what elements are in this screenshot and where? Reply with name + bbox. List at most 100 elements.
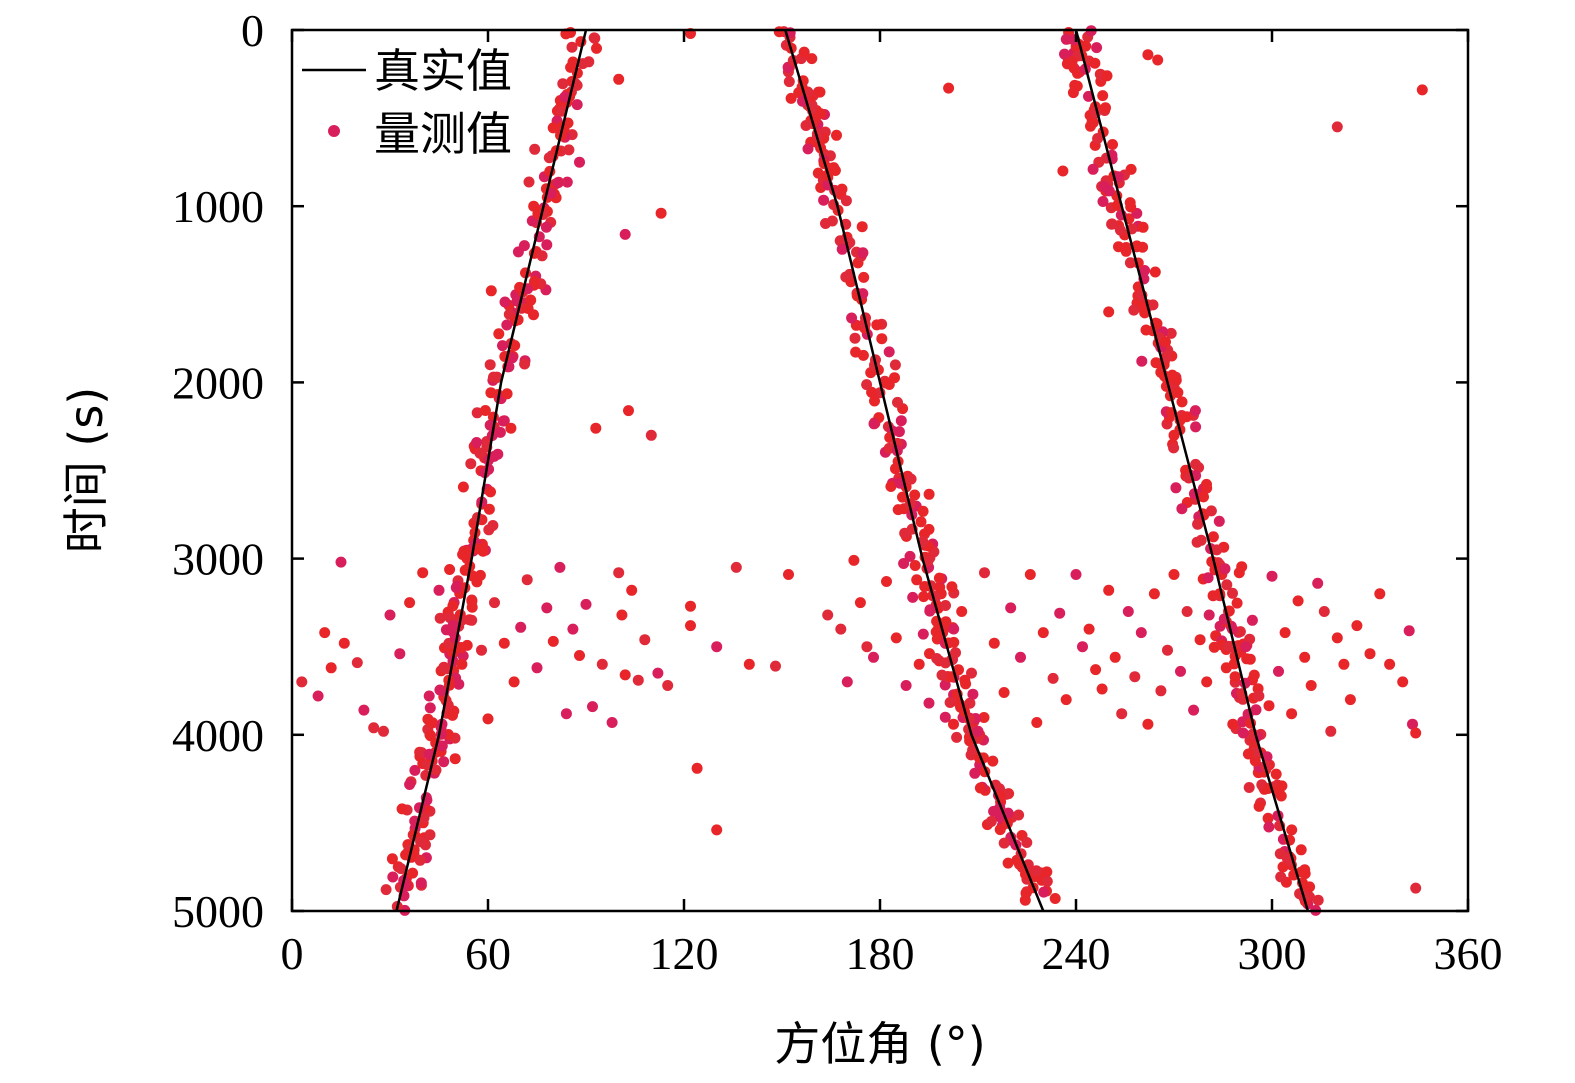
legend-label-measured: 量测值 bbox=[374, 107, 512, 161]
clutter-point bbox=[1364, 648, 1376, 660]
clutter-point bbox=[652, 667, 664, 679]
clutter-point bbox=[1325, 725, 1337, 737]
measured-point bbox=[1041, 875, 1053, 887]
clutter-point bbox=[574, 156, 585, 168]
clutter-point bbox=[619, 669, 631, 681]
clutter-point bbox=[338, 637, 350, 649]
measured-point bbox=[1207, 531, 1219, 543]
clutter-point bbox=[1312, 577, 1324, 589]
scatter-marks bbox=[296, 25, 1428, 916]
clutter-point bbox=[900, 680, 912, 691]
measured-point bbox=[1295, 844, 1307, 856]
measured-point bbox=[1139, 265, 1151, 276]
measured-point bbox=[1151, 318, 1163, 330]
measured-point bbox=[911, 574, 923, 586]
clutter-point bbox=[547, 635, 559, 647]
clutter-point bbox=[541, 602, 553, 614]
measured-point bbox=[1231, 597, 1243, 609]
measured-point bbox=[944, 697, 956, 708]
clutter-point bbox=[1338, 658, 1350, 670]
clutter-point bbox=[554, 561, 566, 573]
clutter-point bbox=[1299, 651, 1311, 663]
clutter-point bbox=[567, 623, 579, 635]
measured-point bbox=[1176, 396, 1188, 408]
measured-point bbox=[1101, 70, 1113, 82]
measured-point bbox=[438, 661, 450, 673]
clutter-point bbox=[1240, 641, 1252, 653]
measured-point bbox=[969, 767, 981, 779]
measured-point bbox=[501, 388, 513, 400]
clutter-point bbox=[531, 662, 543, 674]
clutter-point bbox=[596, 658, 608, 670]
clutter-point bbox=[335, 556, 347, 568]
measured-point bbox=[1244, 653, 1256, 665]
measured-point bbox=[404, 779, 416, 790]
measured-point bbox=[861, 379, 873, 391]
measured-point bbox=[1227, 587, 1238, 599]
clutter-point bbox=[606, 717, 618, 728]
clutter-point bbox=[1403, 625, 1415, 637]
clutter-point bbox=[587, 701, 598, 713]
measured-point bbox=[1137, 221, 1149, 233]
measured-point bbox=[1203, 609, 1215, 621]
measured-point bbox=[773, 26, 785, 38]
measured-point bbox=[1087, 163, 1099, 175]
measured-point bbox=[430, 764, 442, 776]
measured-point bbox=[892, 396, 903, 408]
clutter-point bbox=[312, 690, 324, 702]
measured-point bbox=[826, 215, 838, 227]
measured-point bbox=[905, 473, 917, 485]
clutter-point bbox=[319, 627, 331, 639]
measured-point bbox=[450, 582, 462, 594]
clutter-point bbox=[1096, 683, 1108, 695]
clutter-point bbox=[1331, 632, 1343, 644]
measured-point bbox=[1263, 821, 1275, 833]
clutter-point bbox=[1266, 570, 1278, 582]
measured-point bbox=[387, 871, 399, 883]
clutter-point bbox=[384, 609, 396, 621]
measured-point bbox=[924, 605, 936, 617]
measured-point bbox=[474, 569, 486, 581]
measured-point bbox=[1106, 218, 1118, 230]
clutter-point bbox=[662, 680, 674, 691]
clutter-point bbox=[476, 644, 487, 656]
measured-point bbox=[850, 346, 862, 358]
measured-point bbox=[1168, 442, 1180, 454]
clutter-point bbox=[1384, 658, 1396, 670]
true-value-line-2 bbox=[784, 29, 1045, 912]
measured-point bbox=[1250, 704, 1262, 716]
true-value-line-1 bbox=[395, 29, 588, 912]
measured-point bbox=[857, 247, 869, 259]
measured-point bbox=[1030, 865, 1042, 877]
measured-point bbox=[798, 46, 810, 58]
measured-point bbox=[1125, 201, 1137, 213]
clutter-point bbox=[417, 567, 429, 579]
x-tick-label: 300 bbox=[1238, 928, 1307, 979]
clutter-point bbox=[1129, 671, 1141, 683]
measured-point bbox=[974, 782, 986, 794]
measured-point bbox=[566, 41, 578, 53]
clutter-point bbox=[1397, 676, 1409, 688]
measured-point bbox=[1038, 886, 1050, 898]
measured-point bbox=[434, 612, 446, 624]
clutter-point bbox=[1122, 606, 1134, 617]
measured-point bbox=[985, 816, 997, 827]
clutter-point bbox=[691, 762, 703, 774]
measured-point bbox=[497, 340, 508, 352]
measured-point bbox=[953, 664, 964, 676]
measured-point bbox=[529, 276, 540, 287]
measured-point bbox=[869, 395, 880, 407]
measured-point bbox=[818, 194, 830, 206]
measured-point bbox=[885, 481, 897, 492]
clutter-point bbox=[560, 708, 572, 720]
clutter-point bbox=[515, 621, 527, 633]
measured-point bbox=[897, 491, 908, 503]
measured-point bbox=[457, 481, 469, 493]
x-tick-label: 120 bbox=[650, 928, 719, 979]
measured-point bbox=[1059, 48, 1070, 60]
clutter-point bbox=[482, 713, 494, 725]
measured-point bbox=[519, 358, 531, 370]
measured-point bbox=[552, 177, 564, 189]
y-tick-label: 2000 bbox=[172, 357, 264, 408]
clutter-point bbox=[394, 648, 406, 660]
